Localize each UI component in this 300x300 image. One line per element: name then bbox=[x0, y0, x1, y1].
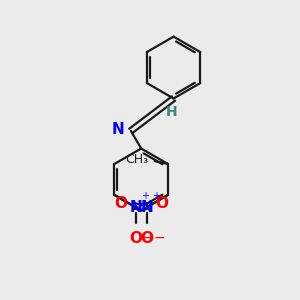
Text: O: O bbox=[129, 231, 142, 246]
Text: O: O bbox=[155, 196, 168, 211]
Text: −: − bbox=[142, 231, 154, 245]
Text: CH₃: CH₃ bbox=[126, 153, 149, 166]
Text: +: + bbox=[141, 191, 149, 201]
Text: N: N bbox=[140, 200, 153, 215]
Text: O: O bbox=[114, 196, 127, 211]
Text: N: N bbox=[129, 200, 142, 215]
Text: +: + bbox=[152, 191, 160, 201]
Text: −: − bbox=[153, 231, 165, 245]
Text: H: H bbox=[166, 105, 177, 119]
Text: N: N bbox=[112, 122, 124, 137]
Text: O: O bbox=[140, 231, 153, 246]
